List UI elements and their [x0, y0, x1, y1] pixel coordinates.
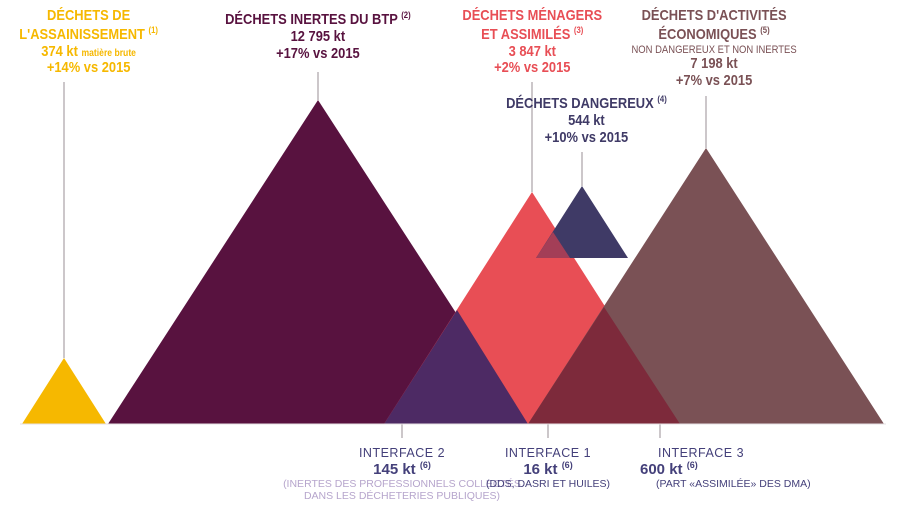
triangle-dangereux	[536, 186, 628, 258]
interface2-note-2: DANS LES DÉCHETERIES PUBLIQUES)	[303, 489, 501, 502]
label-interface3: INTERFACE 3 600 kt (6) (PART «ASSIMILÉE»…	[640, 446, 860, 491]
interface2-value: 145 kt	[373, 461, 416, 478]
interface3-value: 600 kt	[640, 461, 683, 478]
label-assainissement: DÉCHETS DE L'ASSAINISSEMENT (1) 374 kt m…	[8, 7, 166, 77]
assainissement-value: 374 kt	[41, 42, 78, 60]
interface1-note: (DDS, DASRI ET HUILES)	[485, 477, 611, 490]
activites-subtitle: NON DANGEREUX ET NON INERTES	[631, 43, 797, 56]
menagers-title-2: ET ASSIMILÉS	[480, 25, 571, 43]
label-interface1: INTERFACE 1 16 kt (6) (DDS, DASRI ET HUI…	[480, 446, 616, 491]
dangereux-ref: (4)	[656, 94, 667, 104]
activites-title-1: DÉCHETS D'ACTIVITÉS	[641, 7, 787, 24]
interface3-overlap	[528, 307, 680, 424]
triangle-assainissement	[22, 358, 106, 424]
btp-ref: (2)	[401, 10, 411, 20]
dangereux-title: DÉCHETS DANGEREUX	[505, 95, 654, 112]
activites-value: 7 198 kt	[690, 54, 738, 72]
dangereux-change: +10% vs 2015	[544, 128, 628, 146]
activites-change: +7% vs 2015	[675, 71, 753, 89]
interface2-title: INTERFACE 2	[358, 446, 446, 460]
assainissement-ref: (1)	[148, 24, 158, 35]
label-dangereux: DÉCHETS DANGEREUX (4) 544 kt +10% vs 201…	[488, 94, 684, 147]
triangle-btp	[108, 100, 528, 424]
interface3-note: (PART «ASSIMILÉE» DES DMA)	[656, 477, 811, 490]
interface3-ref: (6)	[686, 460, 698, 470]
interface1-value: 16 kt	[523, 461, 558, 478]
btp-title: DÉCHETS INERTES DU BTP	[225, 11, 398, 28]
label-activites: DÉCHETS D'ACTIVITÉS ÉCONOMIQUES (5) NON …	[592, 7, 836, 90]
menagers-ref: (3)	[573, 24, 584, 35]
btp-value: 12 795 kt	[290, 27, 346, 45]
btp-change: +17% vs 2015	[276, 44, 360, 62]
interface1-overlap	[536, 232, 570, 258]
menagers-change: +2% vs 2015	[493, 59, 571, 77]
menagers-title-1: DÉCHETS MÉNAGERS	[462, 7, 602, 24]
assainissement-change: +14% vs 2015	[46, 59, 131, 77]
interface2-note-1: (INERTES DES PROFESSIONNELS COLLECTÉS	[283, 477, 521, 490]
interface1-ref: (6)	[561, 460, 573, 470]
interface1-title: INTERFACE 1	[504, 446, 592, 460]
assainissement-title-2: L'ASSAINISSEMENT	[19, 25, 145, 43]
interface2-ref: (6)	[419, 460, 431, 470]
label-btp: DÉCHETS INERTES DU BTP (2) 12 795 kt +17…	[210, 10, 426, 63]
interface2-overlap	[384, 310, 528, 424]
activites-ref: (5)	[760, 24, 770, 35]
menagers-value: 3 847 kt	[508, 42, 556, 60]
assainissement-value-note: matière brute	[81, 47, 136, 59]
activites-title-2: ÉCONOMIQUES	[658, 25, 757, 43]
interface3-title: INTERFACE 3	[658, 446, 745, 460]
label-interface2: INTERFACE 2 145 kt (6) (INERTES DES PROF…	[206, 446, 598, 502]
label-menagers: DÉCHETS MÉNAGERS ET ASSIMILÉS (3) 3 847 …	[432, 7, 632, 77]
dangereux-value: 544 kt	[567, 111, 605, 129]
assainissement-title-1: DÉCHETS DE	[47, 7, 131, 24]
